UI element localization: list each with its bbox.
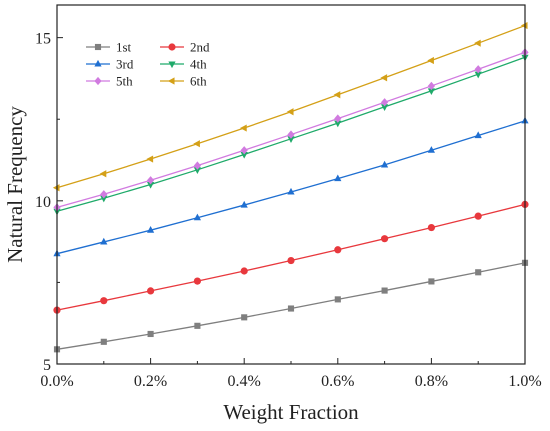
legend-item-3rd: 3rd (86, 57, 134, 72)
axis-ticks: 0.0% 0.2% 0.4% 0.6% 0.8% 1.0% 5 10 15 (35, 31, 542, 390)
legend-label: 2nd (190, 40, 210, 55)
data-point (146, 155, 154, 163)
data-point (474, 65, 482, 74)
data-point (381, 104, 389, 111)
data-point (474, 71, 482, 79)
data-point (474, 131, 482, 139)
legend: 1st 2nd 3rd 4th 5th 6th (86, 40, 210, 89)
y-axis-title: Natural Frequency (3, 106, 27, 263)
legend-label: 3rd (116, 57, 134, 72)
data-point (427, 81, 435, 91)
data-point (240, 124, 247, 132)
series-4th (53, 54, 529, 216)
legend-marker (168, 61, 176, 69)
data-point (333, 91, 341, 99)
x-tick-label: 0.6% (321, 373, 354, 390)
legend-marker (94, 59, 102, 67)
x-axis-title: Weight Fraction (223, 400, 359, 424)
legend-marker (94, 76, 102, 86)
data-point (100, 237, 108, 245)
legend-label: 5th (116, 74, 133, 89)
legend-label: 4th (190, 57, 207, 72)
data-point (240, 146, 248, 155)
data-point (380, 74, 388, 82)
data-point (193, 161, 201, 170)
data-point (194, 322, 201, 329)
x-tick-label: 0.0% (40, 373, 73, 390)
data-point (193, 167, 201, 174)
y-tick-label: 10 (35, 194, 51, 211)
data-point (100, 338, 107, 345)
series-3rd (53, 116, 529, 257)
data-point (287, 130, 295, 139)
x-tick-label: 0.4% (228, 373, 261, 390)
data-point (475, 269, 482, 276)
data-point (240, 151, 248, 159)
legend-item-1st: 1st (86, 40, 132, 55)
data-point (381, 235, 389, 243)
data-point (193, 213, 201, 221)
legend-label: 6th (190, 74, 207, 89)
data-point (427, 56, 434, 65)
data-point (287, 187, 295, 195)
data-point (147, 176, 155, 185)
data-point (287, 136, 295, 143)
data-point (147, 287, 155, 295)
series-6th (52, 21, 528, 192)
data-point (334, 114, 342, 123)
legend-item-2nd: 2nd (160, 40, 210, 55)
legend-label: 1st (116, 40, 132, 55)
data-point (334, 174, 342, 182)
data-point (147, 181, 155, 189)
data-point (474, 39, 481, 47)
data-point (147, 226, 155, 233)
legend-marker (168, 43, 176, 51)
series-1st (53, 259, 529, 353)
data-point (381, 160, 389, 168)
x-tick-label: 1.0% (508, 373, 541, 390)
data-point (287, 256, 295, 265)
data-point (240, 200, 248, 208)
data-point (427, 223, 435, 232)
data-point (147, 330, 154, 338)
y-tick-label: 5 (43, 357, 51, 374)
data-point (381, 98, 389, 107)
data-point (334, 120, 342, 128)
data-point (427, 88, 435, 95)
data-point (52, 184, 60, 192)
series-2nd (53, 200, 529, 314)
x-tick-label: 0.2% (134, 373, 167, 390)
x-tick-label: 0.8% (415, 373, 448, 390)
data-point (520, 21, 528, 30)
data-point (100, 190, 108, 199)
data-point (474, 212, 482, 220)
plot-frame (56, 4, 526, 365)
data-point (286, 108, 294, 116)
legend-marker (167, 77, 175, 85)
data-point (193, 277, 201, 285)
legend-item-6th: 6th (160, 74, 207, 89)
data-point (100, 297, 108, 305)
legend-item-4th: 4th (160, 57, 207, 72)
data-point (100, 195, 108, 203)
data-point (427, 146, 435, 153)
series-5th (53, 48, 529, 212)
data-point (334, 296, 341, 303)
plot-marks (52, 21, 529, 353)
data-point (241, 314, 248, 321)
data-point (287, 305, 295, 312)
data-point (99, 170, 107, 178)
data-point (428, 278, 435, 285)
data-point (381, 287, 388, 294)
data-point (334, 246, 342, 254)
legend-marker (94, 43, 102, 51)
data-point (193, 140, 200, 148)
y-tick-label: 15 (35, 31, 51, 48)
data-point (240, 267, 248, 275)
legend-item-5th: 5th (86, 74, 133, 89)
